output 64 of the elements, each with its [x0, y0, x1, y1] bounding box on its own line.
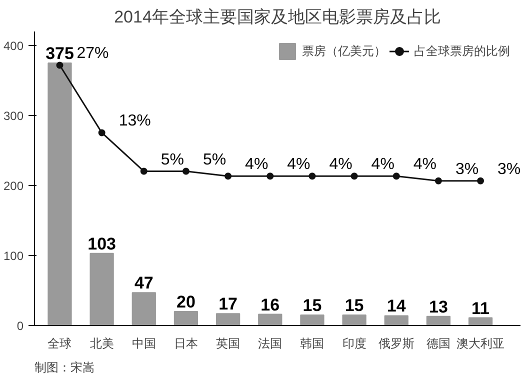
point — [98, 129, 106, 136]
x-tick-label: 中国 — [132, 336, 156, 350]
x-tick-label: 德国 — [426, 336, 450, 350]
data-label: 5% — [160, 151, 184, 168]
data-label: 3% — [455, 160, 479, 178]
data-label: 4% — [329, 156, 352, 174]
bar — [468, 317, 493, 326]
x-tick-label: 韩国 — [300, 336, 324, 350]
chart-title: 2014年全球主要国家及地区电影票房及占比 — [114, 8, 441, 26]
bar — [132, 292, 156, 326]
data-label: 375 — [46, 44, 74, 63]
point — [266, 172, 274, 180]
x-tick-label: 英国 — [216, 336, 240, 350]
x-tick-label: 全球 — [48, 336, 72, 350]
legend-label: 占全球票房的比例 — [414, 42, 510, 60]
bar — [216, 313, 240, 326]
data-label: 103 — [88, 234, 116, 254]
point — [140, 168, 148, 175]
data-label: 47 — [134, 274, 154, 293]
data-label: 4% — [245, 156, 268, 174]
point — [477, 177, 484, 184]
y-tick-label: 400 — [3, 39, 24, 53]
data-label: 3% — [498, 160, 521, 178]
bar — [90, 252, 114, 326]
data-label: 14 — [386, 296, 406, 316]
point — [56, 62, 64, 69]
y-tick-label: 200 — [3, 179, 24, 193]
bar — [426, 316, 451, 326]
data-label: 27% — [76, 45, 109, 62]
y-tick-label: 300 — [3, 109, 24, 123]
data-label: 16 — [260, 295, 280, 314]
bar — [48, 62, 72, 326]
x-tick-label: 法国 — [258, 336, 282, 350]
data-label: 4% — [287, 156, 310, 174]
point — [224, 172, 232, 180]
x-tick-label: 澳大利亚 — [456, 336, 505, 350]
x-tick-label: 印度 — [342, 336, 366, 350]
data-label: 11 — [472, 298, 490, 318]
bar — [258, 314, 282, 326]
bar — [384, 315, 408, 326]
data-label: 15 — [302, 296, 322, 315]
point — [308, 172, 316, 180]
x-tick-label: 北美 — [90, 336, 114, 350]
data-label: 17 — [218, 294, 238, 314]
bar — [300, 314, 324, 326]
data-label: 4% — [371, 156, 394, 174]
text: 制图：宋嵩 — [34, 360, 94, 374]
x-tick-label: 日本 — [174, 336, 198, 350]
data-label: 20 — [176, 292, 196, 312]
point — [434, 177, 442, 184]
x-tick-label: 俄罗斯 — [378, 336, 414, 350]
data-label: 4% — [413, 156, 436, 174]
data-label: 5% — [202, 151, 226, 168]
bar — [342, 314, 366, 326]
legend-label: 票房（亿美元） — [302, 42, 386, 60]
bar — [174, 311, 198, 326]
data-label: 15 — [344, 296, 364, 315]
data-label: 13 — [428, 297, 448, 316]
point — [182, 168, 190, 175]
point — [392, 172, 400, 180]
point — [350, 172, 358, 180]
data-label: 13% — [118, 112, 151, 130]
y-tick-label: 0 — [16, 319, 24, 333]
y-tick-label: 100 — [3, 249, 24, 263]
